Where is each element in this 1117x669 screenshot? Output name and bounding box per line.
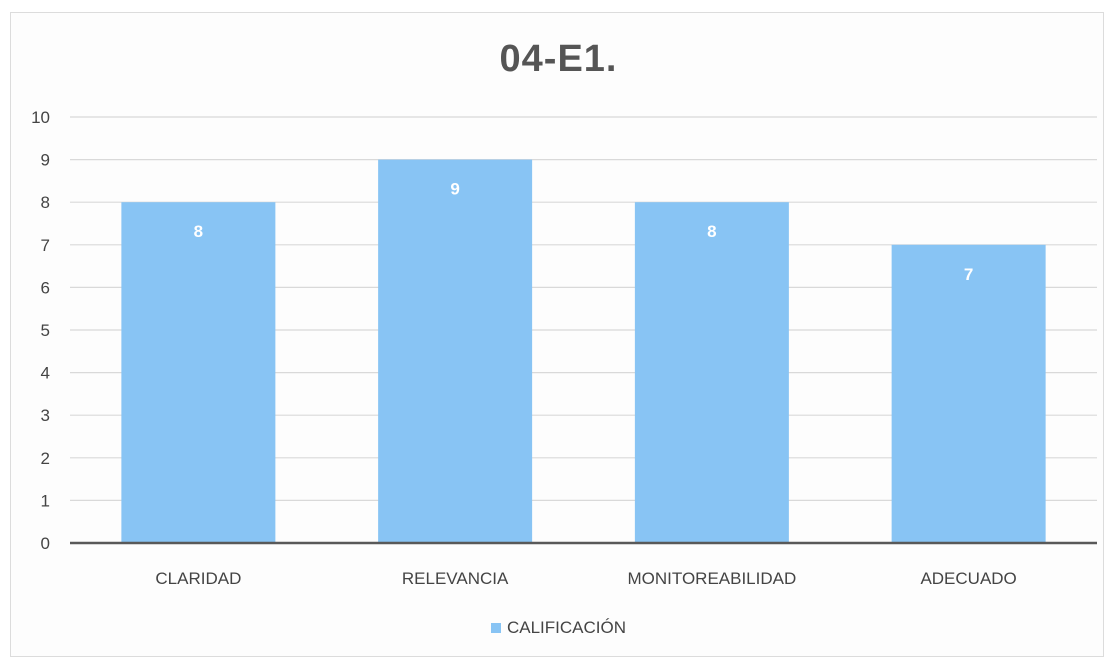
legend-swatch [490, 622, 501, 633]
x-tick-label: ADECUADO [920, 569, 1016, 588]
y-tick-label: 0 [41, 534, 50, 553]
y-axis-ticks: 0 1 2 3 4 5 6 7 8 9 10 [31, 108, 50, 553]
x-axis-labels: CLARIDAD RELEVANCIA MONITOREABILIDAD ADECUA… [155, 569, 1016, 588]
y-tick-label: 6 [41, 278, 50, 297]
bar [121, 202, 276, 543]
bar [891, 244, 1046, 544]
bar [378, 159, 533, 543]
bar [634, 202, 789, 543]
y-tick-label: 3 [41, 406, 50, 425]
y-tick-label: 7 [41, 236, 50, 255]
chart-title: 04-E1. [499, 38, 618, 80]
y-tick-label: 10 [31, 108, 50, 127]
data-label: 7 [964, 265, 973, 284]
y-tick-label: 8 [41, 193, 50, 212]
y-tick-label: 2 [41, 449, 50, 468]
y-tick-label: 9 [41, 151, 50, 170]
legend-label: CALIFICACIÓN [506, 618, 627, 637]
data-labels: 8 9 8 7 [194, 180, 974, 284]
x-tick-label: MONITOREABILIDAD [627, 569, 796, 588]
x-tick-label: CLARIDAD [155, 569, 241, 588]
bars [121, 159, 1046, 544]
data-label: 8 [707, 222, 716, 241]
data-label: 8 [194, 222, 203, 241]
y-tick-label: 5 [41, 321, 50, 340]
y-tick-label: 4 [41, 364, 50, 383]
y-tick-label: 1 [41, 491, 50, 510]
data-label: 9 [450, 180, 459, 199]
x-tick-label: RELEVANCIA [402, 569, 509, 588]
legend: CALIFICACIÓN [0, 618, 1117, 638]
